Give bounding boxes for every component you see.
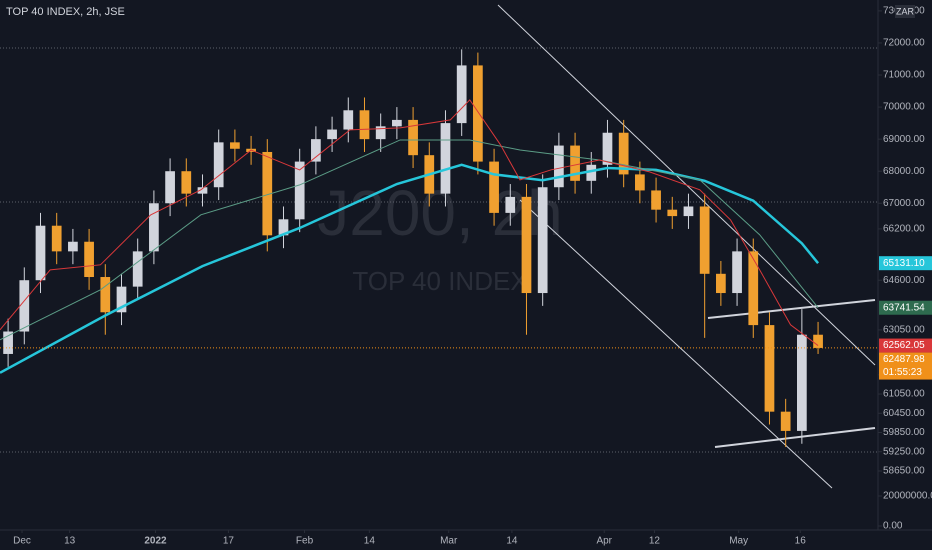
y-tick-label: 64600.00 bbox=[883, 275, 925, 286]
y-tick-label: 66200.00 bbox=[883, 224, 925, 235]
candle-body bbox=[521, 196, 532, 294]
y-tick-label: 72000.00 bbox=[883, 38, 925, 49]
price-label-box bbox=[879, 300, 932, 315]
y-tick-label: 70000.00 bbox=[883, 102, 925, 113]
candle-body bbox=[635, 174, 645, 191]
candle-body bbox=[505, 196, 516, 213]
watermark-name: TOP 40 INDEX bbox=[352, 266, 527, 296]
candle-body bbox=[586, 164, 597, 181]
x-tick-label: 16 bbox=[795, 536, 807, 547]
x-tick-label: Mar bbox=[440, 536, 458, 547]
candle-body bbox=[181, 171, 192, 194]
y-tick-label: 61050.00 bbox=[883, 389, 925, 400]
y-tick-label: 67000.00 bbox=[883, 198, 925, 209]
x-tick-label: 13 bbox=[64, 536, 76, 547]
plot bbox=[0, 49, 878, 447]
y-tick-label: 68000.00 bbox=[883, 166, 925, 177]
candle-body bbox=[392, 119, 402, 127]
price-label: 62562.05 bbox=[883, 340, 925, 351]
candle-body bbox=[213, 142, 224, 188]
candle-body bbox=[359, 110, 370, 140]
candle-body bbox=[780, 411, 791, 431]
candle-body bbox=[278, 219, 289, 236]
moving-average bbox=[0, 99, 819, 346]
candle-body bbox=[165, 171, 175, 204]
moving-average bbox=[0, 139, 819, 341]
candle-body bbox=[3, 331, 13, 354]
candle-body bbox=[343, 110, 354, 130]
candle-body bbox=[618, 132, 629, 175]
countdown: 01:55:23 bbox=[883, 367, 922, 378]
candle-body bbox=[473, 65, 483, 162]
candle-body bbox=[68, 241, 78, 252]
candle-body bbox=[408, 119, 418, 156]
y2-tick-label: 20000000.00 bbox=[883, 491, 932, 502]
candle-body bbox=[570, 145, 580, 181]
candle-body bbox=[440, 123, 451, 194]
trendline bbox=[707, 299, 876, 319]
candle-body bbox=[262, 151, 273, 236]
candle-body bbox=[294, 161, 305, 220]
y2-tick-label: 0.00 bbox=[883, 521, 903, 532]
candle-body bbox=[311, 139, 321, 162]
y-tick-label: 69000.00 bbox=[883, 134, 925, 145]
x-tick-label: Feb bbox=[296, 536, 314, 547]
price-label: 62487.98 bbox=[883, 354, 925, 365]
x-tick-label: 14 bbox=[506, 536, 518, 547]
price-label-box bbox=[879, 352, 932, 380]
candle-body bbox=[35, 225, 46, 281]
candle-body bbox=[116, 286, 127, 313]
candle-body bbox=[489, 161, 499, 213]
price-label: 63741.54 bbox=[883, 302, 925, 313]
x-tick-label: 14 bbox=[364, 536, 376, 547]
candle-body bbox=[699, 206, 710, 274]
price-label: 65131.10 bbox=[883, 258, 925, 269]
candle-body bbox=[197, 187, 208, 194]
x-tick-label: Apr bbox=[596, 536, 612, 547]
x-tick-label: 12 bbox=[649, 536, 661, 547]
candle-body bbox=[602, 132, 613, 165]
candle-body bbox=[716, 273, 726, 294]
drawings bbox=[0, 4, 878, 489]
candle-body bbox=[748, 251, 759, 326]
price-label-box bbox=[879, 256, 932, 271]
x-tick-label: 17 bbox=[223, 536, 235, 547]
candle-body bbox=[683, 206, 694, 217]
trendline bbox=[714, 427, 876, 448]
candle-body bbox=[797, 334, 807, 431]
currency: ZAR bbox=[896, 6, 915, 16]
y-tick-label: 63050.00 bbox=[883, 325, 925, 336]
x-tick-label: May bbox=[729, 536, 748, 547]
candle-body bbox=[51, 225, 62, 252]
candle-body bbox=[100, 277, 111, 313]
currency-box bbox=[895, 5, 915, 18]
chart-title: TOP 40 INDEX, 2h, JSE bbox=[6, 6, 125, 18]
candle-body bbox=[554, 145, 564, 188]
y-tick-label: 60450.00 bbox=[883, 408, 925, 419]
candle-body bbox=[84, 241, 94, 278]
y-tick-label: 59850.00 bbox=[883, 427, 925, 438]
candle-body bbox=[132, 251, 143, 287]
candle-body bbox=[230, 142, 240, 149]
price-label-box bbox=[879, 338, 932, 353]
axes: 73000.0072000.0071000.0070000.0069000.00… bbox=[13, 6, 932, 547]
candle-body bbox=[327, 129, 337, 140]
x-tick-label: 2022 bbox=[144, 536, 167, 547]
candle-body bbox=[651, 190, 661, 210]
x-tick-label: Dec bbox=[13, 536, 31, 547]
y-tick-label: 71000.00 bbox=[883, 70, 925, 81]
candle-body bbox=[732, 251, 742, 294]
y-tick-label: 58650.00 bbox=[883, 466, 925, 477]
candle-body bbox=[537, 187, 548, 294]
candle-body bbox=[456, 65, 467, 124]
candle-body bbox=[813, 334, 823, 348]
candle-body bbox=[375, 126, 386, 140]
candle-body bbox=[764, 325, 775, 412]
y-tick-label: 59250.00 bbox=[883, 446, 925, 457]
candle-body bbox=[19, 280, 30, 332]
candle-body bbox=[149, 203, 159, 252]
candle-body bbox=[667, 209, 678, 217]
